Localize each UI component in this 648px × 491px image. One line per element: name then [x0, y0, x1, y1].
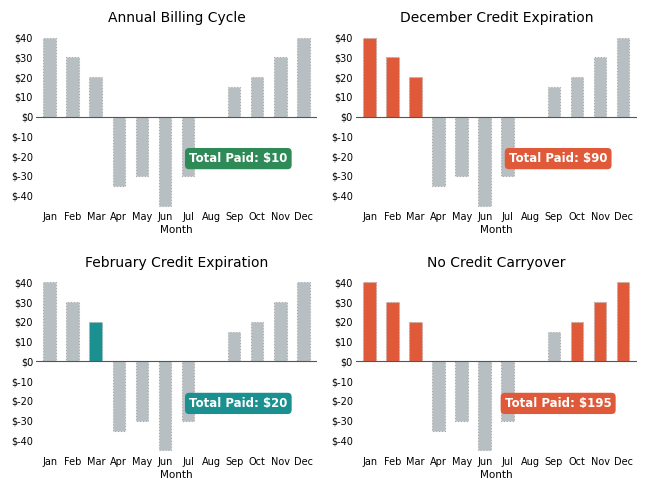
Bar: [43, 282, 56, 361]
Bar: [159, 361, 171, 450]
Title: February Credit Expiration: February Credit Expiration: [85, 256, 268, 270]
Bar: [456, 361, 468, 421]
Bar: [251, 77, 264, 117]
Text: Total Paid: $195: Total Paid: $195: [505, 397, 612, 410]
Bar: [67, 57, 79, 117]
Bar: [571, 322, 583, 361]
Bar: [43, 37, 56, 117]
Bar: [181, 361, 194, 421]
Bar: [502, 361, 514, 421]
Bar: [89, 77, 102, 117]
Bar: [478, 361, 491, 450]
Text: Total Paid: $20: Total Paid: $20: [189, 397, 288, 410]
Bar: [274, 302, 286, 361]
Title: December Credit Expiration: December Credit Expiration: [400, 11, 593, 25]
Bar: [617, 282, 629, 361]
Bar: [386, 57, 399, 117]
Bar: [410, 77, 422, 117]
Bar: [113, 117, 125, 186]
Bar: [227, 87, 240, 117]
X-axis label: Month: Month: [480, 470, 513, 480]
X-axis label: Month: Month: [160, 225, 193, 235]
Bar: [181, 117, 194, 176]
Bar: [159, 117, 171, 206]
Bar: [89, 322, 102, 361]
Bar: [456, 117, 468, 176]
Bar: [478, 117, 491, 206]
Bar: [67, 302, 79, 361]
Bar: [502, 117, 514, 176]
Bar: [297, 282, 310, 361]
Bar: [410, 322, 422, 361]
X-axis label: Month: Month: [160, 470, 193, 480]
Bar: [135, 361, 148, 421]
Bar: [251, 322, 264, 361]
Bar: [364, 37, 376, 117]
Bar: [364, 282, 376, 361]
Bar: [135, 117, 148, 176]
Bar: [432, 117, 445, 186]
Bar: [571, 77, 583, 117]
Bar: [617, 37, 629, 117]
Bar: [297, 37, 310, 117]
Bar: [594, 57, 607, 117]
Bar: [548, 87, 561, 117]
Title: Annual Billing Cycle: Annual Billing Cycle: [108, 11, 246, 25]
Bar: [274, 57, 286, 117]
Bar: [227, 332, 240, 361]
Text: Total Paid: $10: Total Paid: $10: [189, 152, 288, 165]
Bar: [594, 302, 607, 361]
Title: No Credit Carryover: No Credit Carryover: [427, 256, 566, 270]
Bar: [432, 361, 445, 431]
Bar: [113, 361, 125, 431]
Text: Total Paid: $90: Total Paid: $90: [509, 152, 607, 165]
X-axis label: Month: Month: [480, 225, 513, 235]
Bar: [548, 332, 561, 361]
Bar: [386, 302, 399, 361]
